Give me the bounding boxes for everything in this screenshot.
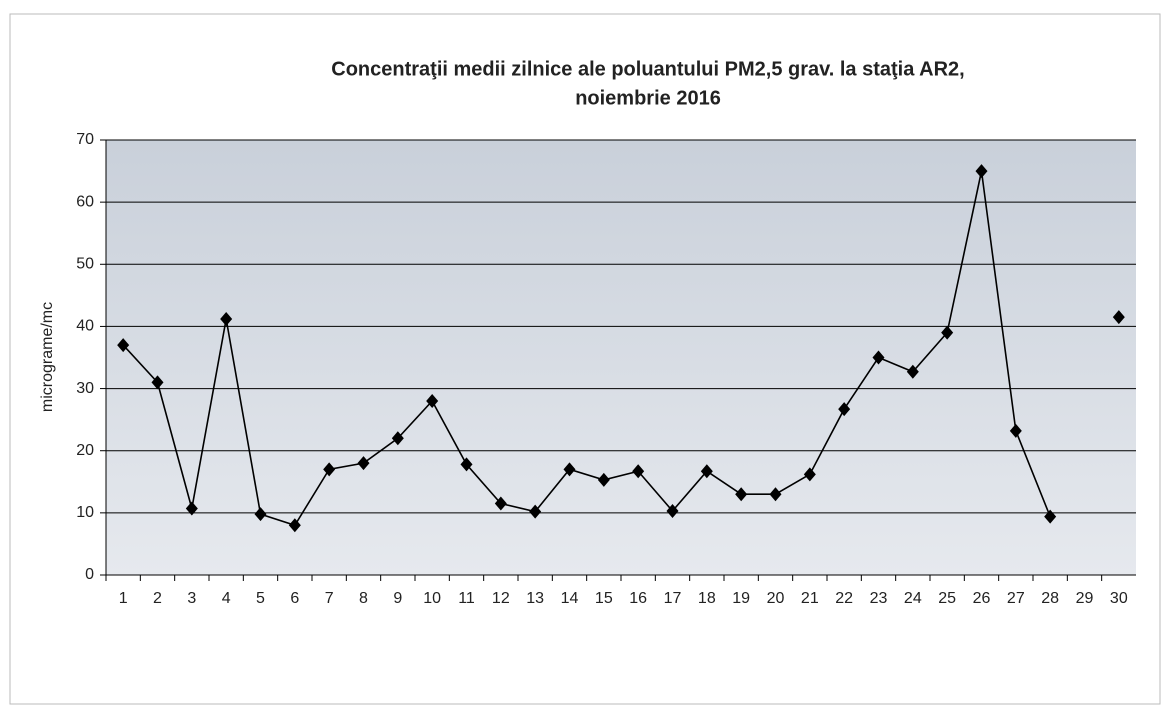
marker — [941, 325, 954, 340]
y-tick-label: 0 — [85, 566, 94, 583]
x-tick-label: 16 — [629, 590, 647, 607]
x-tick-label: 2 — [153, 590, 162, 607]
x-tick-label: 24 — [904, 590, 922, 607]
marker — [117, 338, 130, 353]
chart-title: noiembrie 2016 — [575, 87, 721, 109]
x-tick-label: 22 — [835, 590, 853, 607]
x-tick-label: 20 — [767, 590, 785, 607]
x-tick-label: 8 — [359, 590, 368, 607]
marker — [1112, 310, 1125, 325]
x-tick-label: 7 — [325, 590, 334, 607]
marker — [220, 311, 233, 326]
x-tick-label: 9 — [393, 590, 402, 607]
marker — [1044, 509, 1057, 524]
x-tick-label: 27 — [1007, 590, 1025, 607]
x-tick-label: 10 — [423, 590, 441, 607]
x-tick-label: 3 — [187, 590, 196, 607]
marker — [357, 456, 370, 471]
y-tick-label: 50 — [76, 256, 94, 273]
y-tick-label: 60 — [76, 193, 94, 210]
marker — [1009, 423, 1022, 438]
y-tick-label: 10 — [76, 504, 94, 521]
chart-title: Concentraţii medii zilnice ale poluantul… — [331, 58, 965, 80]
x-tick-label: 17 — [664, 590, 682, 607]
marker — [494, 496, 507, 511]
y-tick-label: 40 — [76, 318, 94, 335]
x-tick-label: 15 — [595, 590, 613, 607]
marker — [872, 350, 885, 365]
marker — [185, 501, 198, 516]
x-tick-label: 18 — [698, 590, 716, 607]
x-tick-label: 1 — [119, 590, 128, 607]
x-tick-label: 25 — [938, 590, 956, 607]
y-tick-label: 30 — [76, 380, 94, 397]
marker — [426, 394, 439, 408]
marker — [906, 364, 919, 379]
marker — [151, 375, 164, 390]
x-tick-label: 4 — [222, 590, 231, 607]
x-tick-label: 19 — [732, 590, 750, 607]
x-tick-label: 12 — [492, 590, 510, 607]
frame — [9, 13, 1161, 705]
marker — [975, 164, 988, 179]
plot-area — [106, 140, 1136, 575]
marker — [529, 504, 542, 519]
marker — [323, 462, 336, 477]
x-tick-label: 13 — [526, 590, 544, 607]
x-tick-label: 11 — [458, 590, 475, 607]
y-tick-label: 70 — [76, 131, 94, 148]
marker — [597, 472, 610, 487]
x-tick-label: 23 — [870, 590, 888, 607]
x-tick-label: 5 — [256, 590, 265, 607]
marker — [288, 518, 301, 533]
marker — [735, 487, 748, 502]
marker — [666, 503, 679, 518]
marker — [700, 464, 713, 479]
marker — [563, 462, 576, 477]
marker — [632, 464, 645, 479]
marker — [803, 467, 816, 482]
y-tick-label: 20 — [76, 442, 94, 459]
x-tick-label: 14 — [561, 590, 579, 607]
x-tick-label: 21 — [801, 590, 819, 607]
x-tick-label: 29 — [1076, 590, 1094, 607]
marker — [391, 431, 404, 446]
marker — [838, 402, 851, 417]
marker — [460, 457, 473, 472]
y-axis-label: micrograme/mc — [39, 302, 56, 412]
x-tick-label: 28 — [1041, 590, 1059, 607]
marker — [769, 487, 782, 502]
x-tick-label: 6 — [290, 590, 299, 607]
marker — [254, 507, 267, 522]
x-tick-label: 26 — [973, 590, 991, 607]
x-tick-label: 30 — [1110, 590, 1128, 607]
